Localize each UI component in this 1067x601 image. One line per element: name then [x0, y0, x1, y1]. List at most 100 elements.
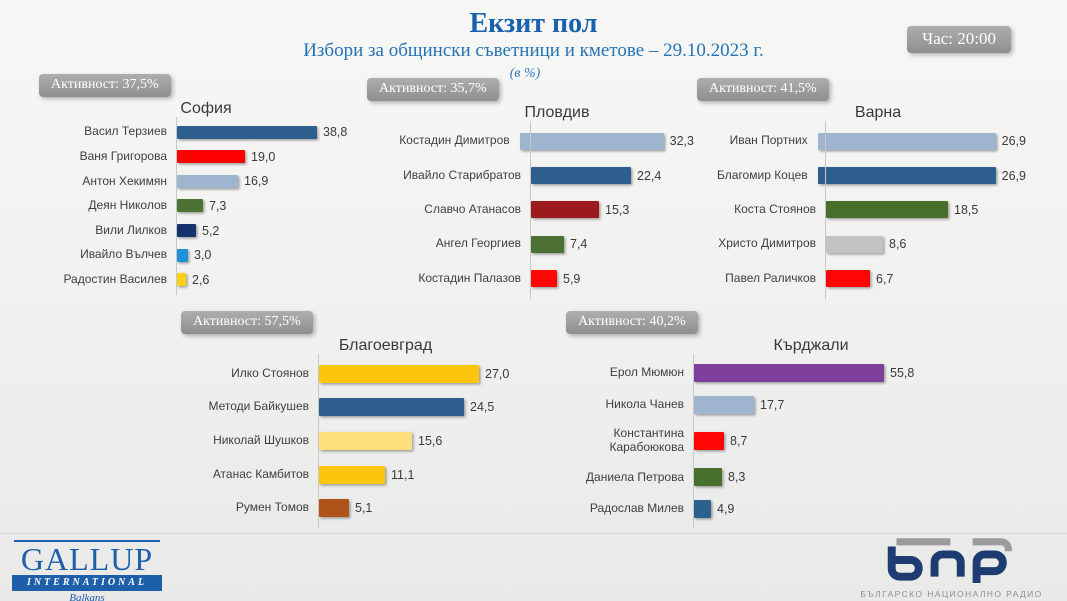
chart-kardzhali: Активност: 40,2% Кърджали Ерол Мюмюн 55,8… [563, 311, 923, 528]
value-label: 18,5 [954, 202, 979, 217]
result-bar [531, 167, 631, 185]
unit-note: (в %) [509, 66, 541, 81]
chart-row: Ваня Григорова 19,0 [36, 148, 356, 164]
result-bar [319, 431, 412, 450]
bars-area: Илко Стоянов 27,0 Методи Байкушев 24,5 Никол… [178, 354, 513, 528]
candidate-label: Ваня Григорова [79, 148, 167, 163]
chart-row: Ивайло Старибратов 22,4 [364, 167, 694, 185]
chart-row: Илко Стоянов 27,0 [178, 364, 513, 383]
chart-row: Костадин Палазов 5,9 [364, 270, 694, 288]
bar-plot: 27,0 [318, 364, 509, 383]
result-bar [319, 364, 479, 383]
turnout-badge: Активност: 41,5% [697, 78, 829, 101]
bar-plot: 5,1 [318, 499, 372, 518]
bar-plot: 2,6 [176, 273, 209, 287]
candidate-label: Благомир Коцев [717, 167, 808, 182]
bnr-caption: БЪЛГАРСКО НАЦИОНАЛНО РАДИО [860, 589, 1043, 599]
turnout-badge: Активност: 57,5% [181, 311, 313, 334]
candidate-label: Ангел Георгиев [435, 236, 521, 251]
result-bar [694, 500, 711, 519]
bar-plot: 32,3 [519, 132, 694, 150]
bar-plot: 18,5 [825, 201, 979, 219]
bar-plot: 15,6 [318, 431, 443, 450]
value-label: 2,6 [192, 272, 210, 287]
bar-plot: 8,6 [825, 235, 906, 253]
chart-title: Пловдив [524, 104, 590, 121]
chart-row: Васил Терзиев 38,8 [36, 124, 356, 140]
bar-plot: 8,7 [693, 431, 748, 450]
result-bar [177, 150, 245, 164]
bar-plot: 22,4 [530, 167, 662, 185]
value-label: 15,6 [418, 433, 443, 448]
value-label: 3,0 [194, 248, 212, 263]
bnr-logo: БЪЛГАРСКО НАЦИОНАЛНО РАДИО [854, 537, 1049, 599]
turnout-badge: Активност: 35,7% [367, 78, 499, 101]
chart-row: Радослав Милев 4,9 [563, 500, 923, 519]
bar-plot: 17,7 [693, 395, 785, 414]
result-bar [694, 395, 754, 414]
chart-row: Славчо Атанасов 15,3 [364, 201, 694, 219]
result-bar [817, 167, 996, 185]
candidate-label: Радослав Милев [589, 501, 684, 516]
value-label: 7,3 [209, 198, 227, 213]
chart-row: Атанас Камбитов 11,1 [178, 465, 513, 484]
bar-plot: 5,9 [530, 270, 581, 288]
chart-row: Ивайло Вълчев 3,0 [36, 247, 356, 263]
chart-row: Коста Стоянов 18,5 [694, 201, 1026, 219]
value-label: 26,9 [1001, 134, 1026, 149]
bar-plot: 7,4 [530, 235, 588, 253]
bar-plot: 8,3 [693, 468, 745, 487]
candidate-label: Ерол Мюмюн [609, 364, 684, 379]
bnr-logo-icon [887, 538, 1012, 583]
candidate-label: Ивайло Вълчев [80, 247, 167, 262]
candidate-label: Коста Стоянов [734, 202, 816, 217]
candidate-label: Антон Хекимян [82, 173, 167, 188]
chart-row: Христо Димитров 8,6 [694, 235, 1026, 253]
chart-blagoevgrad: Активност: 57,5% Благоевград Илко Стояно… [178, 311, 513, 528]
chart-row: Деян Николов 7,3 [36, 198, 356, 213]
chart-varna: Активност: 41,5% Варна Иван Портних 26,9 Б… [694, 78, 1026, 299]
result-bar [319, 499, 349, 518]
chart-plovdiv: Активност: 35,7% Пловдив Костадин Димитр… [364, 78, 694, 299]
chart-title: Варна [854, 104, 902, 121]
bar-plot: 11,1 [318, 465, 414, 484]
chart-sofia: Активност: 37,5% София Васил Терзиев 38,8… [36, 74, 356, 295]
chart-row: Константина Карабоюкова 8,7 [563, 426, 923, 455]
turnout-badge: Активност: 37,5% [39, 74, 171, 97]
candidate-label: Ивайло Старибратов [403, 167, 521, 182]
footer-divider [0, 533, 1067, 534]
result-bar [177, 224, 196, 238]
result-bar [319, 465, 385, 484]
bar-plot: 26,9 [817, 167, 1026, 185]
bar-plot: 16,9 [176, 174, 268, 188]
value-label: 32,3 [669, 134, 694, 149]
value-label: 22,4 [637, 168, 662, 183]
value-label: 19,0 [251, 149, 276, 164]
value-label: 7,4 [570, 237, 588, 252]
value-label: 17,7 [760, 397, 785, 412]
candidate-label: Даниела Петрова [585, 469, 684, 484]
value-label: 5,2 [202, 223, 220, 238]
chart-row: Павел Раличков 6,7 [694, 270, 1026, 288]
candidate-label: Илко Стоянов [231, 365, 309, 380]
value-label: 24,5 [470, 400, 495, 415]
chart-title: Кърджали [773, 337, 849, 354]
chart-title: Благоевград [338, 337, 433, 354]
candidate-label: Никола Чанев [605, 396, 684, 411]
result-bar [531, 201, 599, 219]
candidate-label: Павел Раличков [725, 270, 816, 285]
result-bar [826, 201, 948, 219]
gallup-logo-text: GALLUP [20, 541, 154, 577]
value-label: 8,7 [730, 433, 748, 448]
chart-row: Ерол Мюмюн 55,8 [563, 363, 923, 382]
result-bar [817, 132, 996, 150]
result-bar [531, 235, 564, 253]
value-label: 5,9 [563, 271, 581, 286]
chart-row: Никола Чанев 17,7 [563, 395, 923, 414]
result-bar [826, 270, 870, 288]
candidate-label: Васил Терзиев [84, 124, 167, 139]
bars-area: Васил Терзиев 38,8 Ваня Григорова 19,0 Антон… [36, 117, 356, 295]
candidate-label: Вили Лилков [95, 222, 167, 237]
result-bar [177, 125, 317, 139]
value-label: 55,8 [890, 365, 915, 380]
